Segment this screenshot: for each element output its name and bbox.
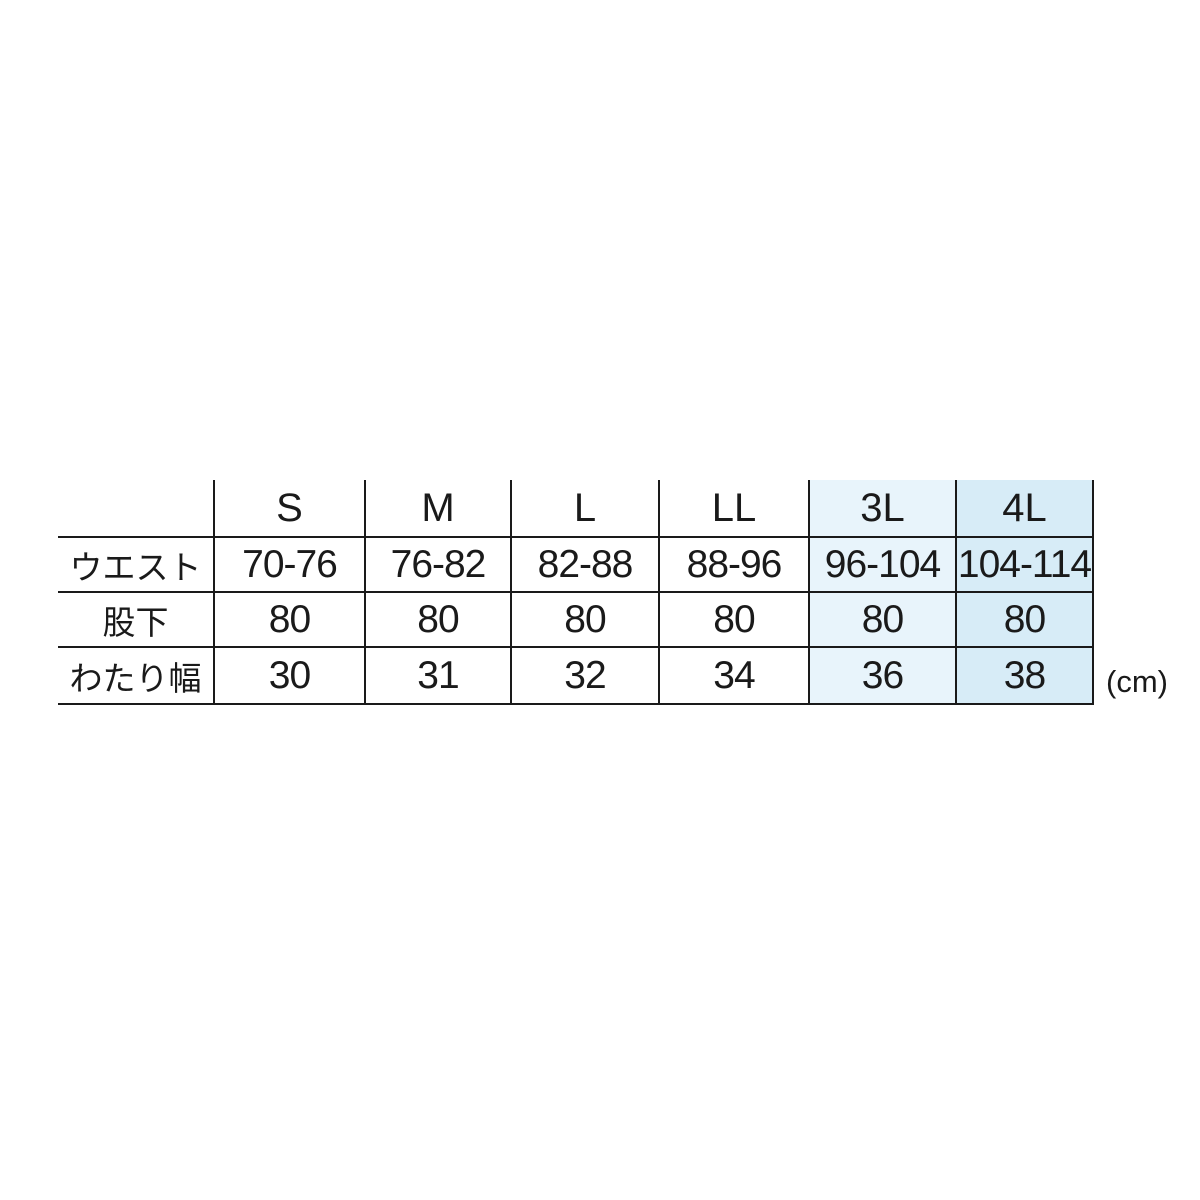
cell-thigh-ll: 34 [658, 646, 810, 705]
cell-waist-s: 70-76 [213, 536, 366, 593]
cell-inseam-m: 80 [364, 591, 512, 648]
table-row-inseam: 股下 80 80 80 80 80 80 [58, 591, 1094, 648]
row-label-waist: ウエスト [58, 536, 215, 593]
column-header-s: S [213, 480, 366, 538]
unit-label: (cm) [1106, 664, 1168, 699]
cell-inseam-4l: 80 [955, 591, 1094, 648]
column-header-3l: 3L [808, 480, 957, 538]
column-header-l: L [510, 480, 660, 538]
cell-waist-ll: 88-96 [658, 536, 810, 593]
cell-thigh-l: 32 [510, 646, 660, 705]
cell-inseam-ll: 80 [658, 591, 810, 648]
cell-waist-l: 82-88 [510, 536, 660, 593]
row-label-inseam: 股下 [58, 591, 215, 648]
table-row-waist: ウエスト 70-76 76-82 82-88 88-96 96-104 104-… [58, 536, 1094, 593]
cell-inseam-s: 80 [213, 591, 366, 648]
cell-thigh-m: 31 [364, 646, 512, 705]
cell-waist-3l: 96-104 [808, 536, 957, 593]
row-label-thigh-width: わたり幅 [58, 646, 215, 705]
cell-waist-m: 76-82 [364, 536, 512, 593]
size-chart-table: S M L LL 3L 4L ウエスト 70-76 76-82 82-88 88… [58, 480, 1094, 705]
table-row-thigh-width: わたり幅 30 31 32 34 36 38 [58, 646, 1094, 705]
column-header-m: M [364, 480, 512, 538]
column-header-4l: 4L [955, 480, 1094, 538]
header-row: S M L LL 3L 4L [58, 480, 1094, 538]
cell-waist-4l: 104-114 [955, 536, 1094, 593]
cell-inseam-3l: 80 [808, 591, 957, 648]
cell-thigh-3l: 36 [808, 646, 957, 705]
cell-inseam-l: 80 [510, 591, 660, 648]
column-header-ll: LL [658, 480, 810, 538]
cell-thigh-s: 30 [213, 646, 366, 705]
corner-cell [58, 480, 215, 538]
cell-thigh-4l: 38 [955, 646, 1094, 705]
